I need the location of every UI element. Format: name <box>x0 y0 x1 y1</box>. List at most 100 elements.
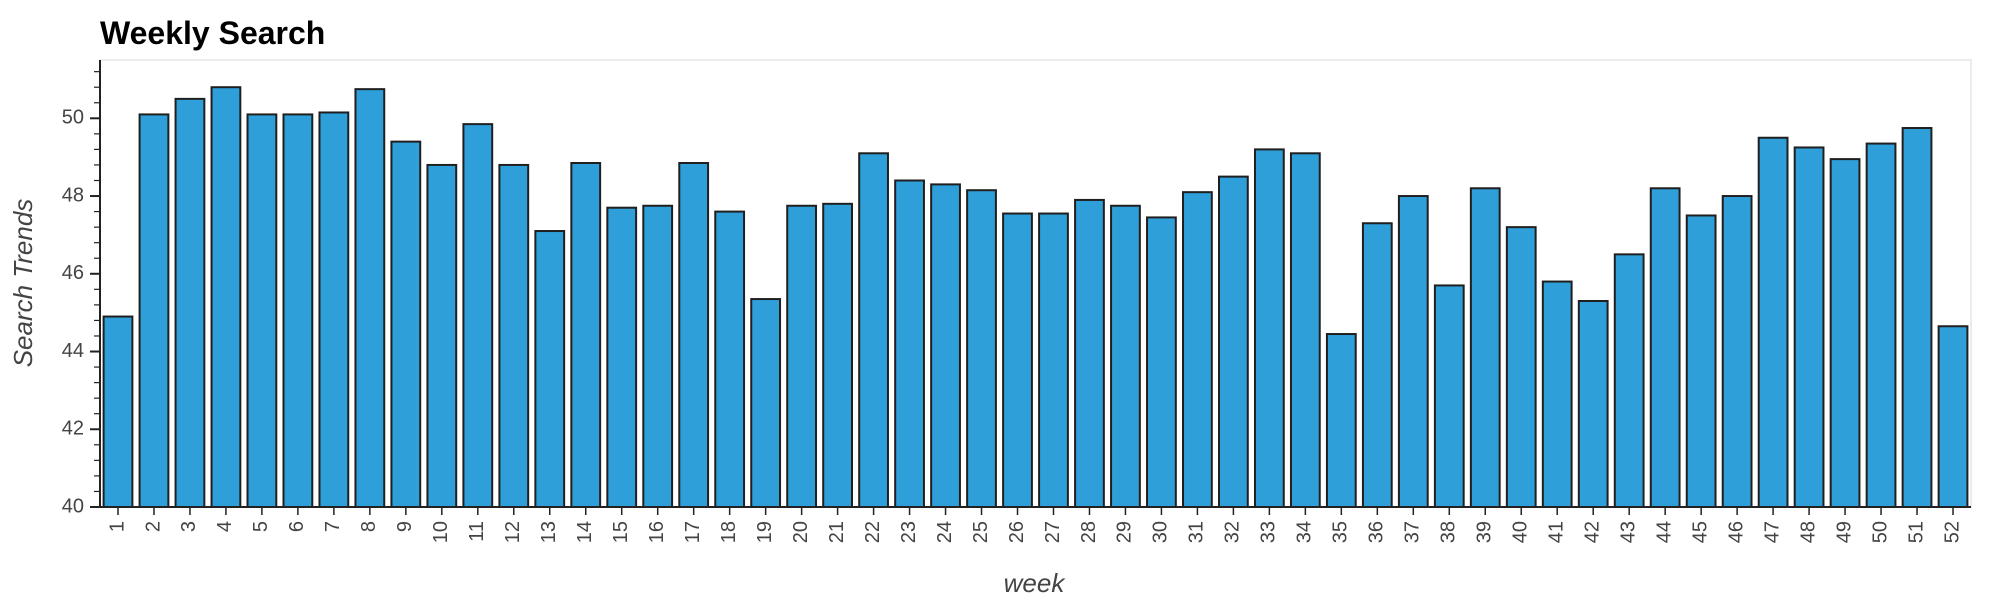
bar-week-9 <box>390 140 422 508</box>
y-tick-label: 42 <box>62 418 84 440</box>
y-tick-label: 40 <box>62 495 84 517</box>
x-tick-label: 38 <box>1438 521 1460 543</box>
bar-week-10 <box>426 163 458 508</box>
y-tick-label: 46 <box>62 262 84 284</box>
x-tick-label: 24 <box>934 521 956 543</box>
x-tick-label: 35 <box>1330 521 1352 543</box>
bar-week-34 <box>1289 152 1321 508</box>
x-tick-label: 22 <box>862 521 884 543</box>
bars-group <box>102 86 1969 509</box>
x-tick-label: 16 <box>646 521 668 543</box>
bar-week-6 <box>282 113 314 508</box>
x-tick-label: 44 <box>1653 521 1675 543</box>
x-tick-label: 39 <box>1474 521 1496 543</box>
chart-title: Weekly Search <box>100 15 325 51</box>
x-tick-label: 29 <box>1114 521 1136 543</box>
bar-week-44 <box>1649 187 1681 509</box>
bar-week-15 <box>606 206 638 508</box>
bar-week-26 <box>1002 212 1033 508</box>
x-tick-label: 49 <box>1833 521 1855 543</box>
x-tick-label: 52 <box>1941 521 1963 543</box>
bar-week-13 <box>534 230 566 508</box>
x-tick-label: 20 <box>790 521 812 543</box>
bar-week-47 <box>1757 136 1789 509</box>
bar-week-17 <box>678 162 710 508</box>
x-tick-label: 13 <box>538 521 560 543</box>
x-tick-label: 46 <box>1725 521 1747 543</box>
x-tick-label: 43 <box>1617 521 1639 543</box>
x-tick-label: 19 <box>754 521 776 543</box>
bar-week-33 <box>1253 148 1285 508</box>
bar-week-43 <box>1613 253 1645 508</box>
bar-week-11 <box>462 123 494 508</box>
x-tick-label: 14 <box>574 521 596 543</box>
x-tick-label: 5 <box>250 521 272 532</box>
x-tick-label: 28 <box>1078 521 1100 543</box>
bar-week-14 <box>570 162 602 508</box>
bar-week-20 <box>786 204 818 508</box>
x-tick-label: 4 <box>214 521 236 532</box>
bar-week-35 <box>1325 333 1357 508</box>
x-tick-label: 11 <box>466 521 488 542</box>
x-tick-label: 42 <box>1581 521 1603 543</box>
x-tick-label: 45 <box>1689 521 1711 543</box>
bar-week-2 <box>138 113 170 508</box>
y-tick-label: 44 <box>62 340 84 362</box>
bar-week-3 <box>174 97 206 509</box>
bar-week-21 <box>822 202 853 508</box>
bar-week-28 <box>1074 198 1105 508</box>
x-tick-label: 8 <box>358 521 380 532</box>
bar-week-22 <box>858 152 889 508</box>
x-tick-label: 23 <box>898 521 920 543</box>
x-tick-label: 37 <box>1402 521 1424 543</box>
bar-week-25 <box>966 189 997 509</box>
bar-week-8 <box>354 88 386 509</box>
x-tick-label: 48 <box>1797 521 1819 543</box>
x-tick-label: 6 <box>286 521 308 532</box>
bar-week-12 <box>498 163 530 508</box>
x-tick-label: 12 <box>502 521 524 543</box>
x-tick-label: 9 <box>394 521 416 532</box>
bar-week-36 <box>1361 222 1393 508</box>
bar-week-39 <box>1469 187 1501 509</box>
bar-week-45 <box>1685 214 1717 508</box>
bar-week-49 <box>1829 158 1861 508</box>
x-tick-label: 15 <box>610 521 632 543</box>
bar-week-50 <box>1865 142 1897 508</box>
x-tick-label: 18 <box>718 521 740 543</box>
x-tick-label: 50 <box>1869 521 1891 543</box>
x-tick-label: 21 <box>826 521 848 543</box>
y-tick-label: 50 <box>62 107 84 129</box>
x-tick-label: 1 <box>106 521 128 532</box>
bar-week-24 <box>930 183 961 508</box>
x-tick-label: 3 <box>178 521 200 532</box>
bar-week-27 <box>1038 212 1069 508</box>
y-axis: 40 42 44 46 48 50 <box>62 60 101 517</box>
x-tick-label: 51 <box>1905 521 1927 543</box>
bar-week-7 <box>318 111 350 508</box>
bar-week-1 <box>102 315 134 509</box>
bar-week-31 <box>1182 191 1213 508</box>
x-tick-label: 7 <box>322 521 344 532</box>
x-tick-label: 27 <box>1042 521 1064 543</box>
bar-week-51 <box>1901 127 1933 509</box>
y-tick-label: 48 <box>62 184 84 206</box>
x-axis: 1 2 3 4 5 6 7 8 9 10 11 12 13 14 15 16 17 18 19 20 21 22 23 24 2… <box>100 506 1971 543</box>
bar-week-37 <box>1397 195 1429 508</box>
bar-week-19 <box>750 298 782 508</box>
x-tick-label: 2 <box>142 521 164 532</box>
bar-week-29 <box>1110 204 1141 508</box>
bar-week-46 <box>1721 195 1753 508</box>
bar-week-16 <box>642 204 674 508</box>
x-tick-label: 40 <box>1510 521 1532 543</box>
x-axis-label: week <box>1004 568 1067 598</box>
y-axis-label: Search Trends <box>8 199 38 368</box>
x-tick-label: 26 <box>1006 521 1028 543</box>
bar-week-4 <box>210 86 242 509</box>
bar-week-5 <box>246 113 278 508</box>
bar-week-48 <box>1793 146 1825 509</box>
bar-week-23 <box>894 179 925 508</box>
bar-week-30 <box>1146 216 1177 508</box>
x-tick-label: 10 <box>430 521 452 543</box>
